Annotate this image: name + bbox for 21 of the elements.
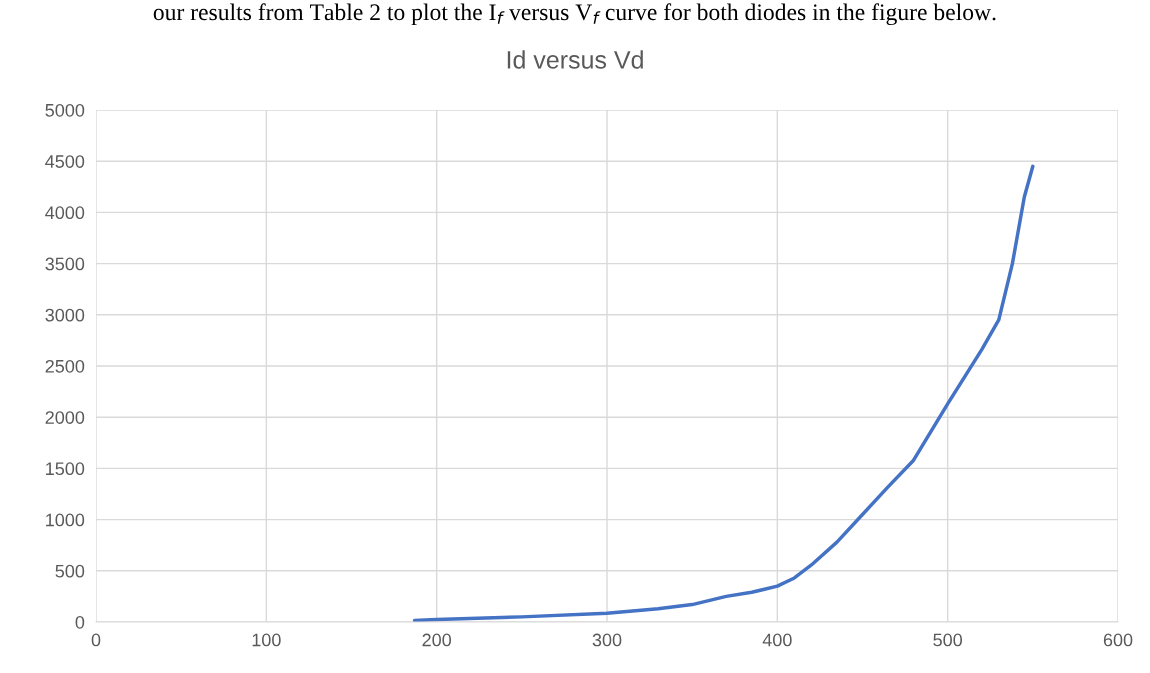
x-tick-label: 500 (933, 633, 963, 647)
y-tick-label: 5000 (45, 103, 85, 117)
y-tick-label: 4500 (45, 155, 85, 168)
x-tick-label: 300 (592, 633, 622, 647)
y-tick-label: 1500 (46, 462, 85, 476)
y-tick-label: 3000 (45, 308, 85, 322)
y-tick-label: 2000 (45, 411, 85, 424)
y-tick-label: 2500 (45, 359, 85, 373)
text: our results from Table 2 to plot the I$_{f}$ versus V$_{f}$ curve for both diodes in the figure below. (153, 3, 996, 26)
x-tick-label: 200 (422, 633, 452, 647)
x-tick-label: 100 (252, 633, 281, 647)
chart-title: Id versus Vd (507, 50, 643, 69)
y-tick-label: 500 (55, 564, 85, 578)
y-tick-label: 1000 (46, 513, 85, 527)
x-tick-label: 0 (91, 633, 101, 647)
y-tick-label: 4000 (45, 206, 85, 220)
line-series (412, 164, 1035, 622)
y-tick-label: 3500 (45, 257, 85, 271)
x-tick-label: 400 (762, 633, 792, 647)
x-tick-label: 600 (1103, 633, 1133, 647)
y-tick-label: 0 (75, 615, 85, 629)
